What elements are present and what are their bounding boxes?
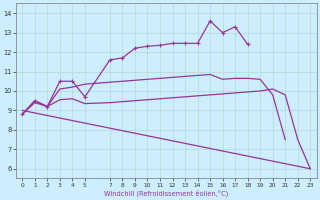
X-axis label: Windchill (Refroidissement éolien,°C): Windchill (Refroidissement éolien,°C) — [104, 189, 228, 197]
